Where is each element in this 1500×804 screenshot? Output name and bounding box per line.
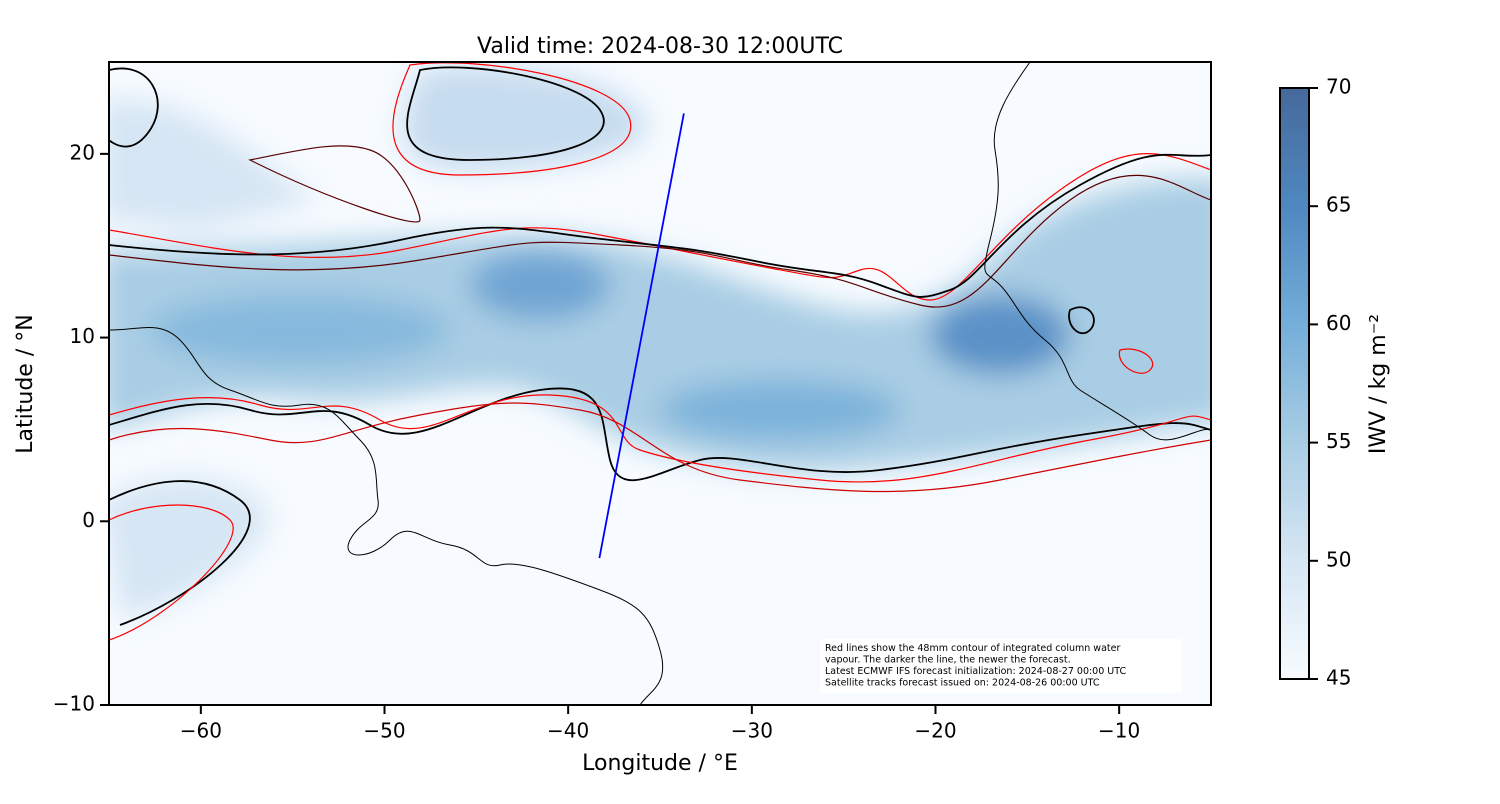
contour-black: [406, 66, 605, 161]
contour-black: [109, 387, 1211, 481]
chart-title: Valid time: 2024-08-30 12:00UTC: [477, 34, 843, 59]
colorbar-label: IWV / kg m⁻²: [1366, 314, 1391, 454]
contour-red: [109, 394, 1211, 483]
x-tick-label: −60: [180, 719, 222, 743]
contours: [109, 62, 1211, 641]
y-tick-label: 10: [70, 324, 95, 348]
y-tick-label: 0: [82, 508, 95, 532]
contour-red: [109, 504, 234, 641]
x-tick-label: −30: [731, 719, 773, 743]
y-tick-label: −10: [53, 692, 95, 716]
contour-black: [109, 480, 251, 626]
colorbar-tick-label: 65: [1326, 193, 1351, 217]
y-tick-label: 20: [70, 140, 95, 164]
colorbar-tick-label: 70: [1326, 75, 1351, 99]
iwv-patch: [109, 477, 269, 620]
coastlines: [109, 62, 1211, 705]
contour-red: [109, 402, 1211, 493]
contour-black: [1068, 306, 1095, 335]
contour-dark: [109, 174, 1211, 308]
contour-black: [109, 153, 1211, 298]
contour-black: [109, 67, 159, 148]
x-tick-label: −40: [547, 719, 589, 743]
satellite-track: [598, 113, 685, 559]
x-axis-label: Longitude / °E: [582, 751, 738, 776]
x-tick-label: −20: [914, 719, 956, 743]
contour-dark: [248, 145, 421, 223]
iwv-patch: [402, 66, 648, 170]
iwv-core: [660, 380, 900, 440]
annotation-line: Satellite tracks forecast issued on: 202…: [825, 678, 1100, 689]
annotation-box: [820, 639, 1182, 693]
annotation-line: Latest ECMWF IFS forecast initialization…: [825, 666, 1126, 677]
colorbar-tick-label: 45: [1326, 666, 1351, 690]
annotation-line: Red lines show the 48mm contour of integ…: [825, 643, 1120, 654]
colorbar: [1280, 88, 1309, 679]
x-tick-label: −10: [1098, 719, 1140, 743]
iwv-core: [1090, 190, 1210, 330]
annotation-line: vapour. The darker the line, the newer t…: [825, 655, 1071, 666]
iwv-field: [109, 62, 1211, 705]
x-tick-label: −50: [363, 719, 405, 743]
colorbar-frame: [1279, 87, 1310, 680]
colorbar-tick-label: 50: [1326, 547, 1351, 571]
contour-red: [1118, 348, 1154, 374]
y-axis-label: Latitude / °N: [13, 314, 38, 453]
colorbar-tick-label: 60: [1326, 311, 1351, 335]
iwv-patch: [109, 99, 320, 230]
iwv-core: [930, 295, 1070, 375]
plot-frame: [108, 61, 1212, 706]
annotation: Red lines show the 48mm contour of integ…: [825, 643, 1126, 689]
iwv-core: [150, 295, 450, 365]
iwv-core: [470, 250, 610, 320]
contour-red: [392, 62, 632, 176]
colorbar-tick-label: 55: [1326, 429, 1351, 453]
contour-red: [109, 153, 1211, 301]
iwv-band: [109, 178, 1211, 472]
